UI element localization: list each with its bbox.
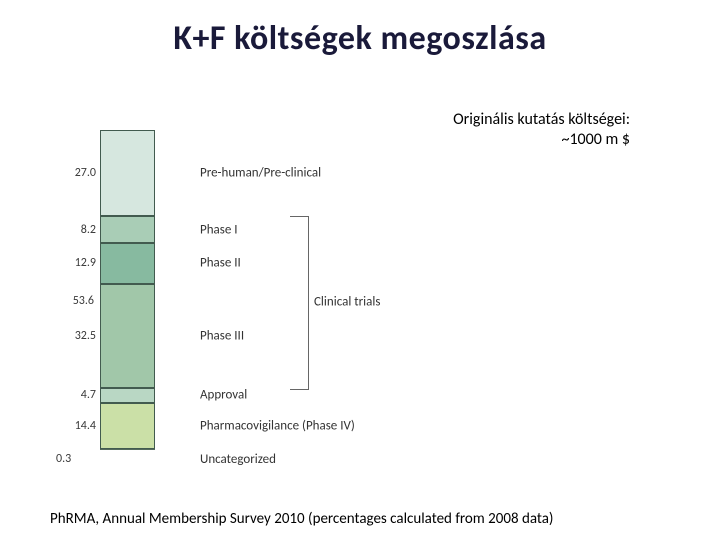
segment-label-1: Phase I [200,222,238,237]
segment-value-5: 14.4 [58,419,96,433]
segment-value-0: 27.0 [58,166,96,180]
page-title: K+F költségek megoszlása [0,18,720,59]
segment-value-4: 4.7 [58,388,96,402]
segment-label-3: Phase III [200,328,244,343]
segment-value-3: 32.5 [58,329,96,343]
subtitle-line1: Originális kutatás költségei: [453,110,630,130]
segment-label-4: Approval [200,388,247,403]
bar-segment-2 [100,243,155,284]
bar-segment-5 [100,403,155,449]
stacked-bar: 27.0Pre-human/Pre-clinical8.2Phase I12.9… [100,130,155,450]
bar-segment-4 [100,388,155,403]
bar-segment-1 [100,216,155,242]
uncategorized-value: 0.3 [56,452,71,466]
cost-chart: 27.0 Pre-human/Pre-clinical 8.2 Phase I 12.9… [60,130,630,450]
clinical-group-label: Clinical trials [314,295,380,310]
segment-value-1: 8.2 [58,223,96,237]
segment-label-0: Pre-human/Pre-clinical [200,166,321,181]
segment-label-5: Pharmacovigilance (Phase IV) [200,419,355,434]
bar-segment-0 [100,130,155,216]
clinical-group-value: 53.6 [54,294,94,308]
uncategorized-label: Uncategorized [200,452,276,467]
bar-segment-3 [100,284,155,388]
segment-value-2: 12.9 [58,256,96,270]
segment-label-2: Phase II [200,256,241,271]
clinical-bracket [290,216,309,390]
footnote: PhRMA, Annual Membership Survey 2010 (pe… [50,510,680,528]
